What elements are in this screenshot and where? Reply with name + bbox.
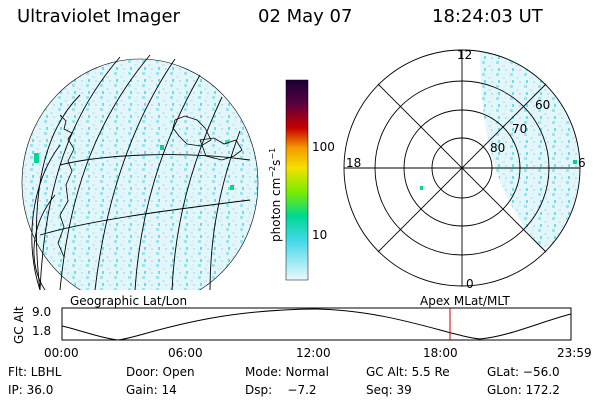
glat-info: GLat: −56.0	[487, 365, 560, 379]
mlt-label-0: 0	[466, 277, 474, 291]
mlt-label-12: 12	[457, 48, 473, 62]
time-label: 18:24:03 UT	[432, 6, 543, 27]
dsp-info: Dsp: −7.2	[245, 383, 317, 397]
apex-label: Apex MLat/MLT	[420, 294, 510, 308]
glon-info: GLon: 172.2	[487, 383, 560, 397]
filter-info: Flt: LBHL	[8, 365, 62, 379]
mlt-label-6: 6	[578, 156, 586, 170]
colorbar-tick-10: 10	[312, 228, 328, 242]
time-tick-0000: 00:00	[44, 346, 79, 360]
altitude-timeline-plot	[61, 307, 572, 341]
time-tick-0600: 06:00	[168, 346, 203, 360]
mlat-label-70: 70	[512, 122, 528, 136]
alt-ytick-1-8: 1.8	[32, 324, 52, 338]
gain-info: Gain: 14	[126, 383, 177, 397]
date-label: 02 May 07	[258, 6, 353, 27]
geographic-image-panel	[21, 54, 259, 290]
ip-info: IP: 36.0	[8, 383, 54, 397]
mlat-label-80: 80	[490, 141, 506, 155]
mlat-label-60: 60	[535, 98, 551, 112]
alt-ytick-9: 9.0	[32, 305, 52, 319]
polar-mlat-mlt-plot	[343, 49, 581, 287]
seq-info: Seq: 39	[366, 383, 412, 397]
time-tick-2359: 23:59	[557, 346, 592, 360]
time-tick-1800: 18:00	[423, 346, 458, 360]
mode-info: Mode: Normal	[245, 365, 329, 379]
time-tick-1200: 12:00	[296, 346, 331, 360]
door-info: Door: Open	[126, 365, 195, 379]
gc-alt-info: GC Alt: 5.5 Re	[366, 365, 450, 379]
geographic-label: Geographic Lat/Lon	[70, 294, 188, 308]
instrument-title: Ultraviolet Imager	[17, 6, 180, 27]
colorbar-tick-100: 100	[312, 140, 335, 154]
mlt-label-18: 18	[346, 156, 362, 170]
colorbar	[285, 79, 309, 281]
